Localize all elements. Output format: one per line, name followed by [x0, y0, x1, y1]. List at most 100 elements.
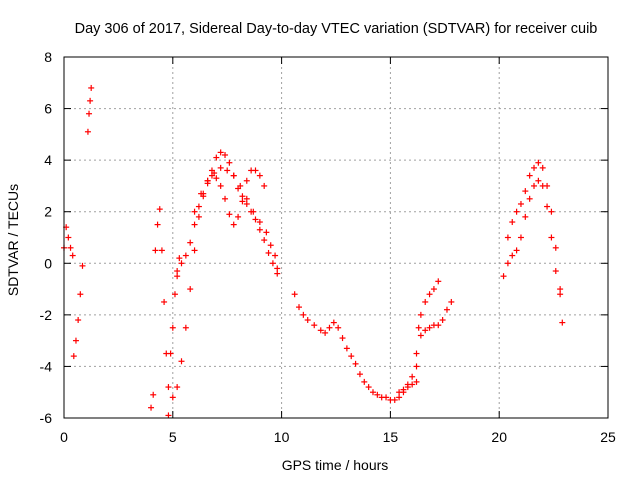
data-point-marker: [552, 268, 559, 275]
y-tick-label: 6: [44, 101, 52, 117]
data-point-marker: [430, 286, 437, 293]
data-point-marker: [165, 412, 172, 419]
data-point-marker: [222, 195, 229, 202]
data-point-marker: [261, 182, 268, 189]
x-tick-label: 10: [274, 429, 290, 445]
data-point-marker: [191, 221, 198, 228]
data-point-marker: [252, 216, 259, 223]
data-point-marker: [326, 324, 333, 331]
data-point-marker: [88, 84, 95, 91]
data-point-marker: [230, 221, 237, 228]
data-point-marker: [72, 337, 79, 344]
data-point-marker: [513, 208, 520, 215]
data-point-marker: [213, 175, 220, 182]
data-point-marker: [191, 208, 198, 215]
data-point-marker: [409, 381, 416, 388]
y-tick-label: -2: [40, 307, 53, 323]
data-point-marker: [435, 322, 442, 329]
data-point-marker: [158, 247, 165, 254]
data-point-marker: [182, 324, 189, 331]
plot-border: [63, 56, 609, 419]
data-point-marker: [217, 182, 224, 189]
data-point-marker: [422, 298, 429, 305]
data-point-marker: [198, 190, 205, 197]
data-point-marker: [557, 291, 564, 298]
data-point-marker: [509, 219, 516, 226]
data-point-marker: [304, 317, 311, 324]
data-point-marker: [409, 373, 416, 380]
data-point-marker: [256, 172, 263, 179]
data-point-marker: [263, 229, 270, 236]
data-point-marker: [176, 255, 183, 262]
data-point-marker: [435, 278, 442, 285]
data-point-marker: [335, 324, 342, 331]
data-point-marker: [356, 371, 363, 378]
data-point-marker: [211, 170, 218, 177]
y-tick-label: -4: [40, 358, 53, 374]
data-point-marker: [448, 298, 455, 305]
data-point-marker: [531, 164, 538, 171]
data-point-marker: [426, 324, 433, 331]
data-point-marker: [222, 151, 229, 158]
data-point-marker: [413, 363, 420, 370]
data-point-marker: [243, 200, 250, 207]
data-point-marker: [235, 213, 242, 220]
data-point-marker: [226, 211, 233, 218]
data-point-marker: [156, 206, 163, 213]
data-point-marker: [417, 311, 424, 318]
data-point-marker: [86, 110, 93, 117]
data-point-marker: [213, 154, 220, 161]
data-point-marker: [217, 149, 224, 156]
data-point-marker: [311, 322, 318, 329]
data-point-marker: [526, 195, 533, 202]
data-point-marker: [269, 260, 276, 267]
data-point-marker: [243, 195, 250, 202]
data-point-marker: [261, 237, 268, 244]
data-point-marker: [167, 350, 174, 357]
data-point-marker: [343, 345, 350, 352]
data-point-marker: [70, 353, 77, 360]
data-point-marker: [504, 260, 511, 267]
data-point-marker: [77, 291, 84, 298]
x-tick-label: 5: [169, 429, 177, 445]
data-point-marker: [195, 203, 202, 210]
x-tick-label: 15: [383, 429, 399, 445]
data-point-marker: [267, 242, 274, 249]
data-point-marker: [504, 234, 511, 241]
data-point-marker: [365, 384, 372, 391]
data-point-marker: [400, 386, 407, 393]
y-tick-label: -6: [40, 410, 53, 426]
data-point-marker: [374, 391, 381, 398]
data-point-marker: [69, 252, 76, 259]
data-point-marker: [224, 167, 231, 174]
data-point-marker: [243, 177, 250, 184]
data-point-marker: [413, 350, 420, 357]
chart-title: Day 306 of 2017, Sidereal Day-to-day VTE…: [75, 21, 598, 37]
data-point-marker: [204, 177, 211, 184]
data-point-marker: [169, 394, 176, 401]
data-point-marker: [150, 391, 157, 398]
data-point-marker: [330, 319, 337, 326]
data-point-marker: [426, 291, 433, 298]
data-point-marker: [252, 167, 259, 174]
data-point-marker: [171, 291, 178, 298]
data-point-marker: [187, 239, 194, 246]
data-point-marker: [535, 159, 542, 166]
data-point-marker: [169, 324, 176, 331]
data-point-marker: [539, 164, 546, 171]
data-point-marker: [84, 128, 91, 135]
x-tick-label: 20: [491, 429, 507, 445]
data-point-marker: [161, 298, 168, 305]
data-point-marker: [265, 249, 272, 256]
data-point-marker: [391, 396, 398, 403]
data-point-marker: [187, 286, 194, 293]
data-point-marker: [174, 273, 181, 280]
data-point-marker: [404, 384, 411, 391]
data-point-marker: [522, 213, 529, 220]
data-point-marker: [339, 335, 346, 342]
x-tick-label: 25: [600, 429, 616, 445]
data-point-marker: [548, 234, 555, 241]
data-point-marker: [413, 378, 420, 385]
data-points: [61, 84, 566, 419]
data-point-marker: [544, 182, 551, 189]
